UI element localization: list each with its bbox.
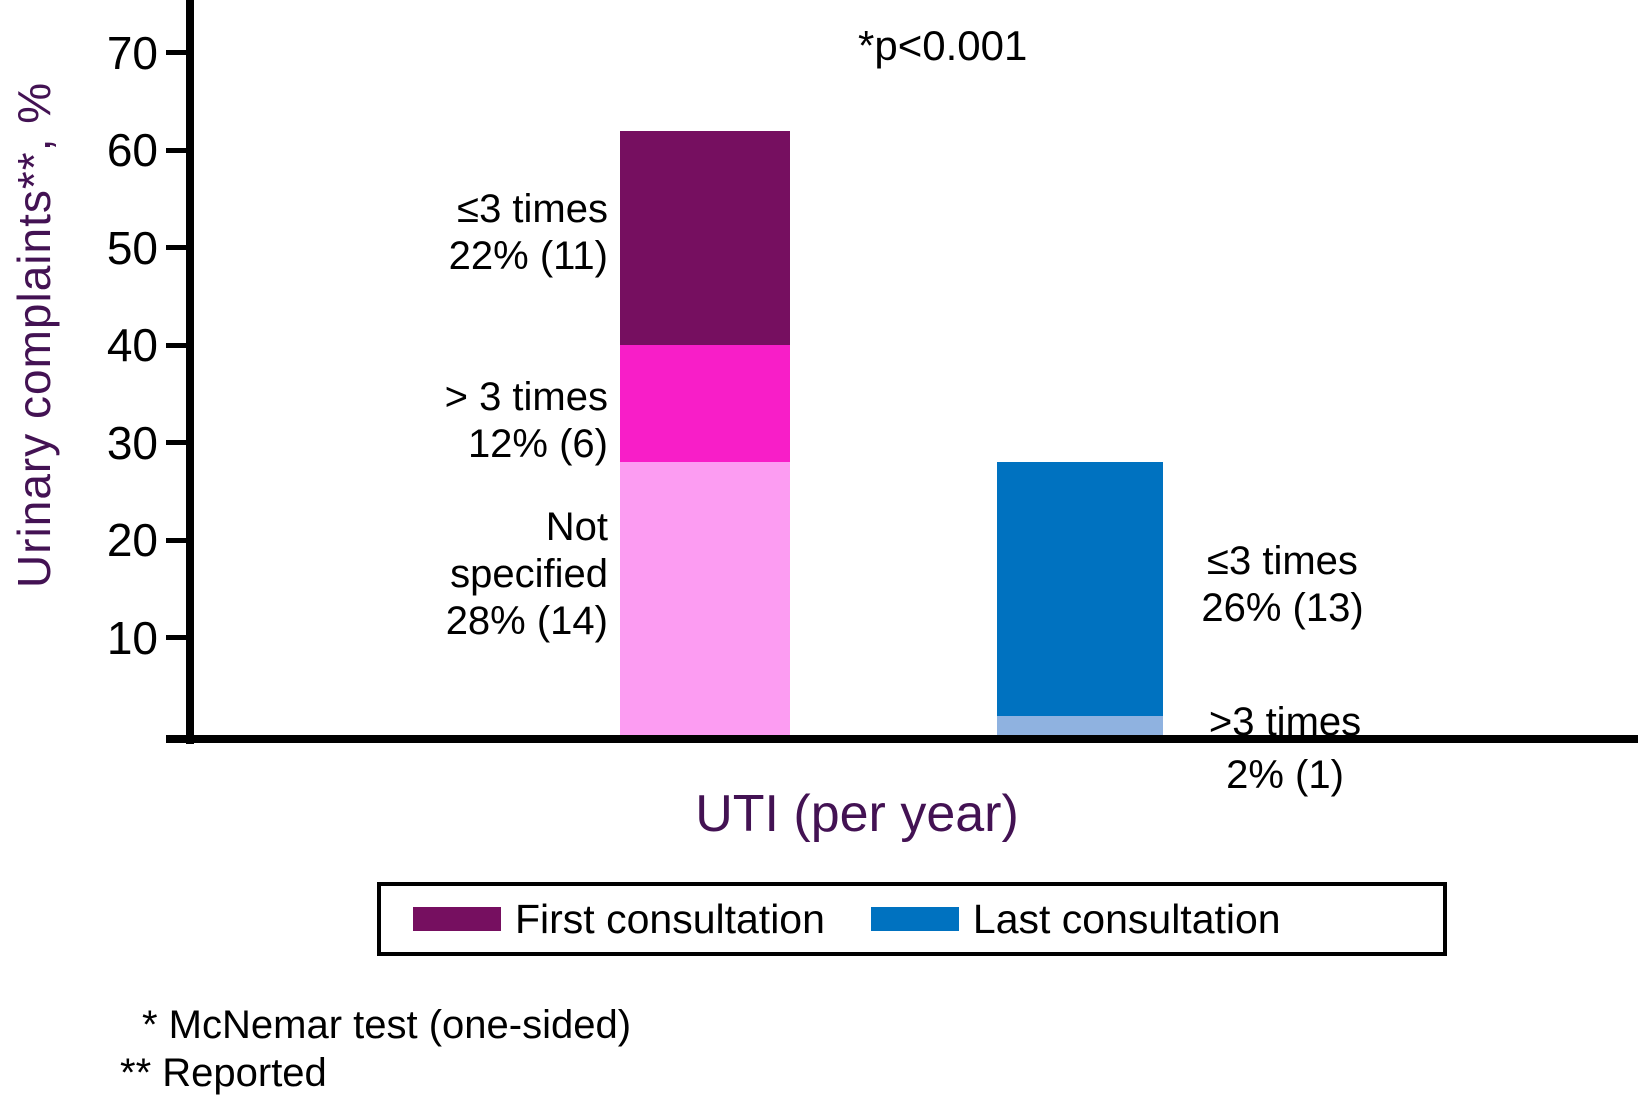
y-tick-label: 70 [106,26,158,79]
label-line: ≤3 times [457,187,608,231]
label-last-le3-times: ≤3 times 26% (13) [1190,538,1375,632]
bar-segment [620,462,790,735]
y-tick-mark [166,245,186,250]
footnote-reported: ** Reported [120,1051,327,1095]
y-tick-mark [166,537,186,543]
y-tick-label: 20 [106,514,158,566]
y-tick-label: 30 [106,416,158,469]
label-line: 22% (11) [448,234,608,279]
label-line: 2% (1) [1226,752,1344,797]
label-line: >3 times [1208,700,1362,744]
y-tick-mark [166,440,186,445]
y-tick-label: 50 [106,221,158,274]
y-tick-label: 60 [106,124,158,176]
y-tick-20: 20 [40,514,186,566]
y-axis-line [186,0,194,744]
bar-segment [620,130,790,345]
legend-swatch-first-consultation [413,907,501,931]
y-tick-mark [166,50,186,55]
x-axis-line [166,735,1638,743]
y-tick-mark [166,342,186,348]
legend: First consultation Last consultation [377,882,1447,956]
legend-item-last-consultation: Last consultation [870,895,1281,943]
label-first-not-specified: Not specified 28% (14) [446,504,608,646]
bar-segment [997,715,1163,735]
legend-label: First consultation [515,895,825,942]
p-value-annotation: *p<0.001 [858,22,1028,69]
footnote-mcnemar: * McNemar test (one-sided) [142,1003,632,1047]
y-tick-label: 10 [106,611,158,664]
legend-swatch-last-consultation [870,907,959,931]
label-line: 12% (6) [467,422,608,467]
bar-segment [997,462,1163,716]
label-first-gt3-times: > 3 times 12% (6) [445,374,608,468]
label-line: Not [545,505,608,549]
label-line: 26% (13) [1201,586,1364,631]
x-axis-title: UTI (per year) [695,785,1019,843]
label-line: specified [450,552,608,597]
y-tick-50: 50 [40,222,186,274]
label-last-gt3-times: >3 times 2% (1) [1200,696,1370,802]
y-tick-60: 60 [40,124,186,176]
y-tick-label: 40 [106,319,158,371]
y-tick-mark [166,147,186,153]
y-tick-40: 40 [40,319,186,371]
label-line: > 3 times [444,375,608,419]
y-tick-30: 30 [40,417,186,469]
legend-item-first-consultation: First consultation [413,896,825,943]
bar-segment [620,345,790,462]
label-line: ≤3 times [1207,539,1358,583]
legend-label: Last consultation [972,895,1281,942]
label-first-le3-times: ≤3 times 22% (11) [449,186,608,280]
label-line: 28% (14) [445,599,608,644]
y-tick-mark [166,635,186,640]
y-tick-10: 10 [40,612,186,664]
y-tick-70: 70 [40,27,186,79]
